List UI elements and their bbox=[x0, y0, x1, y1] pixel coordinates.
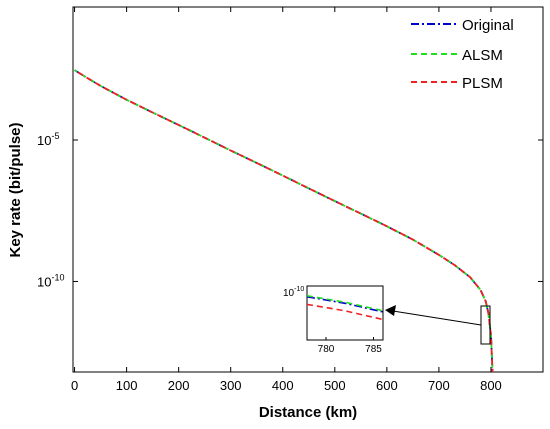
x-tick-label: 700 bbox=[428, 378, 450, 393]
ticks-layer: 0 100 200 300 400 500 600 700 800 10-5 10-10 bbox=[37, 7, 543, 393]
legend-label-plsm: PLSM bbox=[462, 75, 503, 92]
inset-x-tick-label: 785 bbox=[365, 344, 382, 355]
x-axis-title: Distance (km) bbox=[259, 404, 357, 421]
inset-y-tick-label: 10-10 bbox=[283, 286, 304, 299]
y-tick-label: 10-10 bbox=[37, 272, 64, 289]
y-axis-title: Key rate (bit/pulse) bbox=[7, 122, 24, 257]
zoom-arrow bbox=[392, 310, 482, 326]
y-tick-label: 10-5 bbox=[37, 131, 59, 148]
inset-series-layer bbox=[306, 294, 384, 321]
series-layer bbox=[74, 69, 494, 373]
x-tick-label: 200 bbox=[168, 378, 190, 393]
inset: 10-10 780 785 bbox=[283, 285, 384, 355]
inset-frame bbox=[306, 285, 384, 341]
series-line-plsm bbox=[74, 69, 494, 373]
legend: Original ALSM PLSM bbox=[411, 17, 514, 92]
x-tick-label: 800 bbox=[480, 378, 502, 393]
x-tick-label: 500 bbox=[324, 378, 346, 393]
inset-x-tick-label: 780 bbox=[318, 344, 335, 355]
x-tick-label: 300 bbox=[220, 378, 242, 393]
x-tick-label: 400 bbox=[272, 378, 294, 393]
inset-line-original bbox=[306, 296, 384, 313]
x-tick-label: 100 bbox=[116, 378, 138, 393]
inset-line-plsm bbox=[306, 303, 384, 321]
zoom-arrowhead bbox=[385, 305, 396, 316]
x-tick-label: 0 bbox=[71, 378, 78, 393]
inset-ticks-layer: 780 785 bbox=[318, 337, 382, 355]
legend-label-alsm: ALSM bbox=[462, 47, 503, 64]
x-tick-label: 600 bbox=[376, 378, 398, 393]
inset-line-alsm bbox=[306, 294, 384, 312]
legend-label-original: Original bbox=[462, 17, 514, 34]
